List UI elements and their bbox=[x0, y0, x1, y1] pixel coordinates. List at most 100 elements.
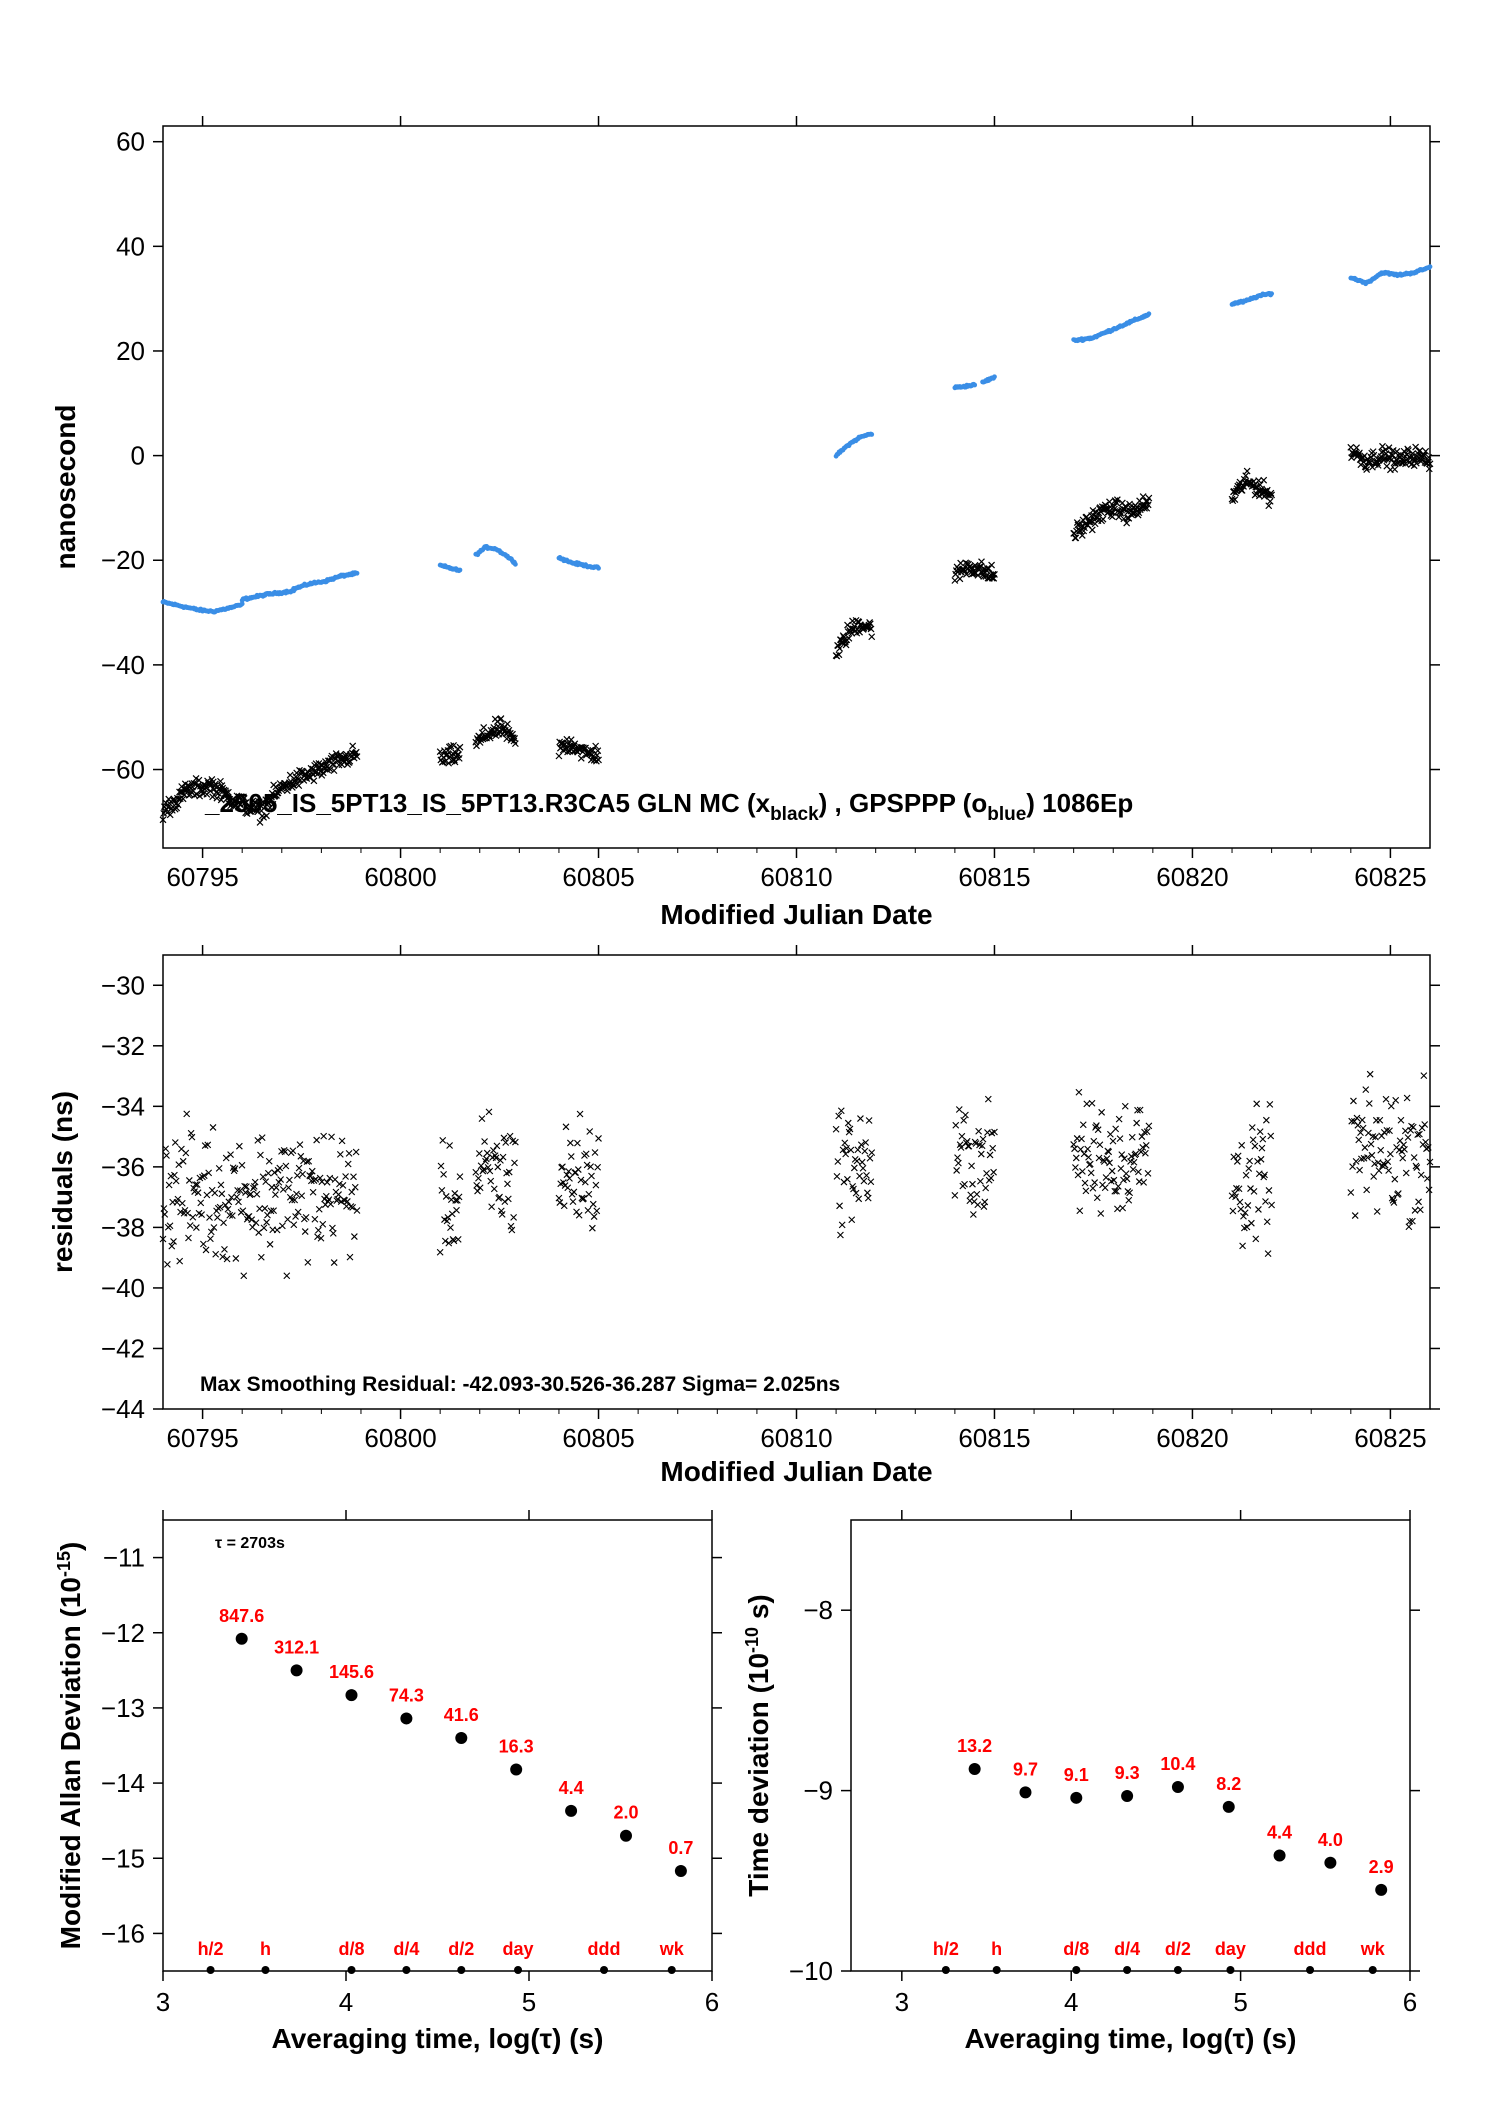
residual-point bbox=[261, 1205, 269, 1212]
residual-point bbox=[241, 1182, 249, 1190]
deviation-value-label: 41.6 bbox=[444, 1705, 479, 1725]
residual-point bbox=[451, 1190, 459, 1197]
residual-point bbox=[476, 1184, 484, 1192]
residual-point bbox=[272, 1184, 280, 1191]
residual-point bbox=[207, 1228, 215, 1236]
plot-frame bbox=[162, 954, 1431, 1410]
residual-point bbox=[221, 1245, 228, 1253]
residual-point bbox=[1094, 1126, 1102, 1134]
residual-point bbox=[861, 1147, 869, 1155]
residual-point bbox=[1402, 1169, 1410, 1177]
residual-point bbox=[972, 1140, 980, 1147]
residual-point bbox=[1425, 1186, 1433, 1194]
deviation-value-label: 10.4 bbox=[1160, 1754, 1195, 1774]
y-tick-label: −10 bbox=[789, 1956, 833, 1986]
residual-point bbox=[582, 1150, 590, 1158]
residual-point bbox=[217, 1181, 225, 1189]
residual-point bbox=[866, 1154, 874, 1162]
residual-point bbox=[1236, 1198, 1244, 1206]
residual-point bbox=[184, 1209, 191, 1217]
time-marker-label: h/2 bbox=[198, 1939, 224, 1959]
y-tick-label: −42 bbox=[101, 1333, 145, 1363]
residual-point bbox=[864, 1194, 872, 1202]
residual-point bbox=[575, 1211, 583, 1219]
title-sub-blue: blue bbox=[987, 804, 1026, 825]
residual-point bbox=[574, 1166, 582, 1173]
residual-point bbox=[1253, 1100, 1261, 1108]
residual-point bbox=[344, 1160, 352, 1168]
residual-point bbox=[1121, 1155, 1128, 1162]
residual-point bbox=[1401, 1146, 1408, 1153]
residual-point bbox=[232, 1255, 240, 1262]
residual-point bbox=[1355, 1136, 1363, 1144]
gln-point bbox=[845, 634, 853, 642]
residual-point bbox=[1072, 1154, 1080, 1162]
residual-point bbox=[1075, 1088, 1083, 1096]
gln-point bbox=[1260, 476, 1268, 484]
residual-point bbox=[252, 1219, 260, 1227]
x-tick-label: 60800 bbox=[364, 1423, 436, 1453]
residual-point bbox=[264, 1169, 272, 1177]
residual-point bbox=[1378, 1132, 1385, 1140]
residual-point bbox=[1249, 1136, 1257, 1144]
residual-point bbox=[844, 1119, 852, 1127]
residual-point bbox=[238, 1161, 246, 1169]
residual-point bbox=[1235, 1185, 1243, 1193]
residual-point bbox=[491, 1152, 499, 1159]
gln-point bbox=[956, 575, 964, 583]
residual-point bbox=[329, 1229, 337, 1237]
residual-point bbox=[1246, 1157, 1254, 1165]
ylabel-sup: -10 bbox=[742, 1627, 762, 1653]
x-tick-label: 6 bbox=[705, 1987, 719, 2017]
gln-point bbox=[196, 792, 204, 800]
residual-point bbox=[437, 1162, 445, 1170]
residual-point bbox=[1071, 1145, 1078, 1153]
y-tick-label: −12 bbox=[101, 1618, 145, 1648]
title-main: _2505_IS_5PT13_IS_5PT13.R3CA5 GLN MC (x bbox=[204, 788, 771, 818]
residual-point bbox=[346, 1253, 354, 1261]
residual-point bbox=[511, 1159, 518, 1167]
residual-point bbox=[838, 1221, 846, 1229]
deviation-value-label: 2.9 bbox=[1369, 1857, 1394, 1877]
residual-point bbox=[214, 1214, 221, 1221]
residual-point bbox=[1255, 1206, 1262, 1213]
gpsppp-point bbox=[972, 382, 978, 388]
gln-point bbox=[594, 747, 602, 755]
residual-point bbox=[1141, 1128, 1148, 1136]
residual-point bbox=[440, 1170, 447, 1178]
residual-point bbox=[833, 1172, 841, 1180]
residual-point bbox=[1347, 1189, 1355, 1196]
time-marker-label: ddd bbox=[588, 1939, 621, 1959]
residual-point bbox=[1122, 1170, 1130, 1177]
gln-point bbox=[1097, 508, 1105, 516]
residual-point bbox=[1423, 1175, 1431, 1182]
residual-point bbox=[1135, 1168, 1142, 1176]
residual-point bbox=[483, 1149, 491, 1157]
gln-point bbox=[319, 769, 327, 777]
residual-point bbox=[475, 1150, 483, 1157]
deviation-value-label: 9.3 bbox=[1115, 1763, 1140, 1783]
deviation-point bbox=[1070, 1791, 1083, 1804]
residual-point bbox=[1376, 1116, 1384, 1124]
residual-point bbox=[1109, 1137, 1117, 1145]
residual-point bbox=[1354, 1121, 1362, 1129]
gln-point bbox=[310, 777, 318, 785]
residual-point bbox=[223, 1255, 231, 1263]
gln-point bbox=[242, 798, 250, 806]
residual-point bbox=[243, 1183, 250, 1190]
residual-point bbox=[176, 1257, 184, 1265]
time-marker bbox=[1072, 1966, 1081, 1974]
gln-point bbox=[272, 783, 280, 791]
residual-point bbox=[969, 1180, 976, 1188]
residual-point bbox=[574, 1139, 581, 1147]
x-tick-label: 60820 bbox=[1156, 1423, 1228, 1453]
residual-point bbox=[1370, 1173, 1378, 1180]
y-tick-label: −60 bbox=[101, 755, 145, 785]
residual-point bbox=[482, 1157, 489, 1165]
gln-point bbox=[353, 753, 361, 760]
gpsppp-point bbox=[1427, 264, 1433, 270]
residual-point bbox=[447, 1224, 454, 1231]
residual-point bbox=[1255, 1170, 1263, 1178]
residual-point bbox=[1267, 1132, 1275, 1140]
residual-point bbox=[248, 1216, 256, 1224]
